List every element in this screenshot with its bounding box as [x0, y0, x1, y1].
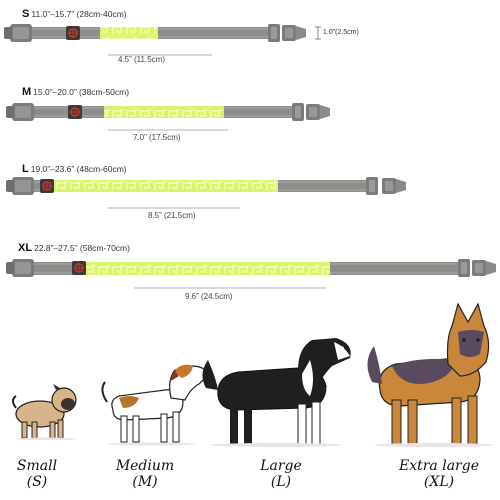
dog-caption-medium: Medium (M) — [100, 458, 190, 490]
collar-extra-large — [6, 259, 496, 289]
dog-name-medium: Medium — [115, 458, 175, 474]
size-label-small: S 11.0”–15.7” (28cm-40cm) — [22, 8, 127, 20]
dog-caption-small: Small (S) — [0, 458, 82, 490]
jack-russell-icon — [101, 364, 208, 446]
dog-code-medium: (M) — [132, 474, 158, 490]
dog-name-extra-large: Extra large — [399, 458, 479, 474]
collar-size-chart — [4, 24, 496, 289]
measure-small: 4.5” (11.5cm) — [118, 55, 165, 64]
collar-medium — [6, 103, 330, 131]
measure-large: 8.5” (21.5cm) — [148, 211, 196, 220]
measure-medium: 7.0” (17.5cm) — [133, 133, 181, 142]
dog-name-small: Small — [16, 458, 58, 474]
collar-large — [6, 177, 406, 209]
border-collie-icon — [202, 338, 351, 447]
measure-extra-large: 9.6” (24.5cm) — [185, 292, 233, 301]
dog-name-large: Large — [260, 458, 302, 474]
size-label-large: L 19.0”–23.6” (48cm-60cm) — [22, 163, 127, 175]
dog-caption-large: Large (L) — [236, 458, 326, 490]
dog-code-large: (L) — [270, 474, 292, 490]
collar-small — [4, 24, 321, 56]
dog-code-extra-large: (XL) — [423, 474, 455, 490]
width-note: 1.0”(2.5cm) — [323, 29, 359, 36]
german-shepherd-icon — [367, 302, 494, 447]
dog-caption-extra-large: Extra large (XL) — [394, 458, 484, 490]
pug-icon — [12, 384, 77, 440]
size-label-extra-large: XL 22.8”–27.5” (58cm-70cm) — [18, 242, 130, 254]
size-label-medium: M 15.0”–20.0” (38cm-50cm) — [22, 86, 130, 98]
dog-code-small: (S) — [26, 474, 48, 490]
